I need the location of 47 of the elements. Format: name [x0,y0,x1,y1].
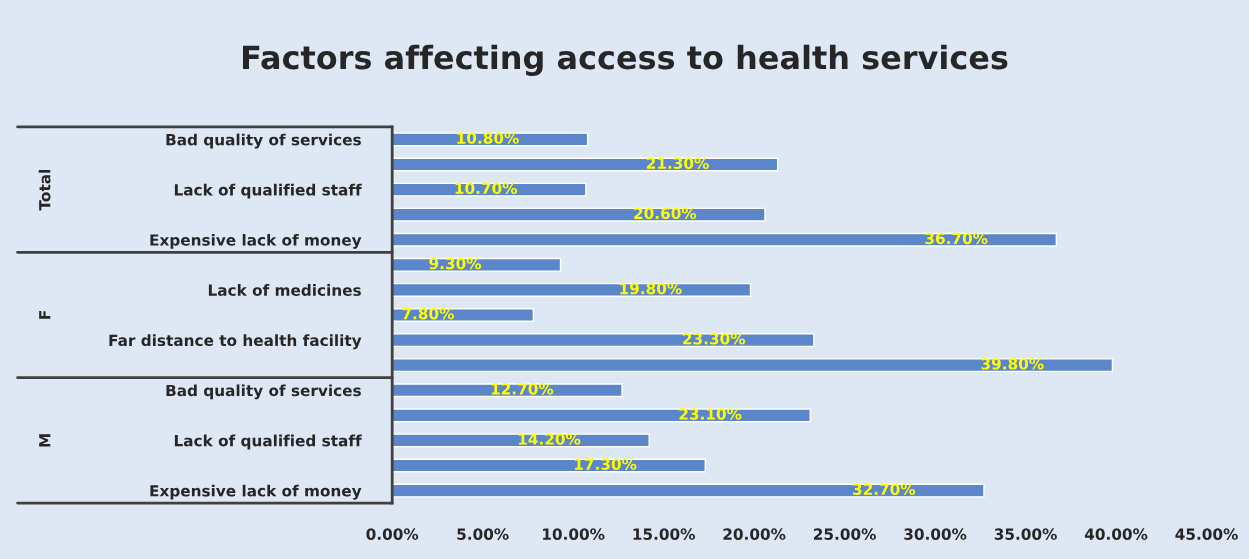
y-tick-label: Lack of medicines [208,284,361,296]
x-tick-label: 40.00% [1084,528,1148,540]
x-tick-label: 10.00% [543,528,605,540]
data-label: 21.30% [646,157,709,169]
data-label: 23.30% [683,332,746,345]
bar [392,383,623,398]
data-label: 36.70% [925,232,988,245]
bar [392,282,752,297]
x-tick-label: 45.00% [1175,528,1238,540]
bar [392,207,766,222]
bar [392,358,1114,373]
data-label: 10.70% [455,182,518,195]
bar [392,433,650,448]
x-tick-label: 15.00% [633,528,695,540]
y-tick-label: Bad quality of services [166,133,361,149]
text: Total [38,170,51,211]
bar [392,182,587,197]
data-label: 17.30% [575,458,637,470]
y-tick-label: Expensive lack of money [150,484,362,500]
data-label: 12.70% [491,383,554,395]
bar [392,408,811,423]
data-label: 39.80% [981,358,1044,370]
y-tick-label: Far distance to health facility [109,334,362,350]
bar [392,483,985,498]
text: M [39,434,51,447]
data-label: 23.10% [679,408,742,420]
y-tick-label: Bad quality of services [166,384,361,400]
bar [392,333,815,348]
data-label: 10.80% [457,132,519,144]
x-tick-label: 25.00% [813,528,876,540]
data-label: 19.80% [620,282,682,295]
data-label: 14.20% [518,433,581,445]
y-tick-label: Lack of qualified staff [174,434,362,450]
text: F [39,311,51,319]
x-tick-label: 30.00% [904,528,967,540]
bar [392,232,1058,247]
chart-title: Factors affecting access to health services [242,44,1008,76]
data-label: 32.70% [853,483,916,495]
x-tick-label: 20.00% [723,528,786,540]
y-tick-label: Expensive lack of money [150,233,362,249]
data-label: 9.30% [429,257,482,270]
data-label: 7.80% [402,307,454,320]
x-tick-label: 35.00% [994,528,1057,540]
data-label: 20.60% [634,207,697,220]
y-tick-label: Lack of qualified staff [174,183,362,199]
x-tick-label: 5.00% [457,528,509,540]
x-tick-label: 0.00% [366,528,419,540]
